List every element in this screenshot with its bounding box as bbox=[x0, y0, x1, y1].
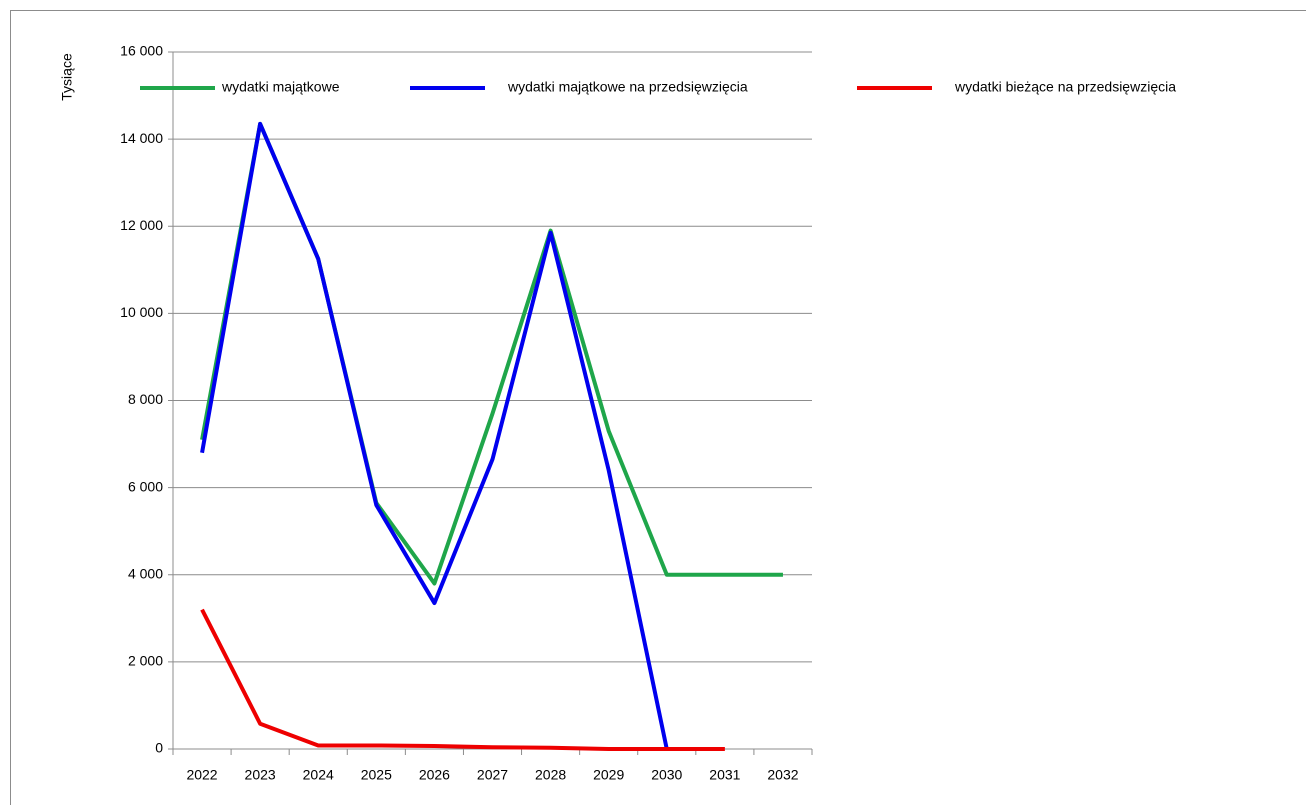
x-tick-label: 2032 bbox=[767, 767, 798, 783]
y-tick-label: 4 000 bbox=[128, 565, 163, 581]
chart-frame bbox=[10, 10, 1306, 805]
y-tick-label: 16 000 bbox=[120, 43, 163, 59]
x-tick-label: 2025 bbox=[361, 767, 392, 783]
x-tick-label: 2026 bbox=[419, 767, 450, 783]
y-tick-label: 6 000 bbox=[128, 478, 163, 494]
y-tick-label: 12 000 bbox=[120, 217, 163, 233]
x-tick-label: 2024 bbox=[303, 767, 334, 783]
series-line bbox=[200, 121, 669, 750]
x-tick-label: 2023 bbox=[245, 767, 276, 783]
x-tick-label: 2030 bbox=[651, 767, 682, 783]
legend-label: wydatki majątkowe bbox=[221, 79, 340, 95]
y-tick-label: 10 000 bbox=[120, 304, 163, 320]
series-line bbox=[200, 608, 725, 751]
x-tick-label: 2031 bbox=[709, 767, 740, 783]
legend-label: wydatki majątkowe na przedsięwzięcia bbox=[507, 79, 748, 95]
x-tick-label: 2022 bbox=[186, 767, 217, 783]
y-tick-label: 2 000 bbox=[128, 653, 163, 669]
x-tick-label: 2027 bbox=[477, 767, 508, 783]
y-tick-label: 8 000 bbox=[128, 391, 163, 407]
y-tick-label: 0 bbox=[155, 740, 163, 756]
y-axis-label: Tysiące bbox=[59, 53, 75, 101]
legend-label: wydatki bieżące na przedsięwzięcia bbox=[954, 79, 1176, 95]
x-tick-label: 2028 bbox=[535, 767, 566, 783]
y-tick-label: 14 000 bbox=[120, 130, 163, 146]
x-tick-label: 2029 bbox=[593, 767, 624, 783]
